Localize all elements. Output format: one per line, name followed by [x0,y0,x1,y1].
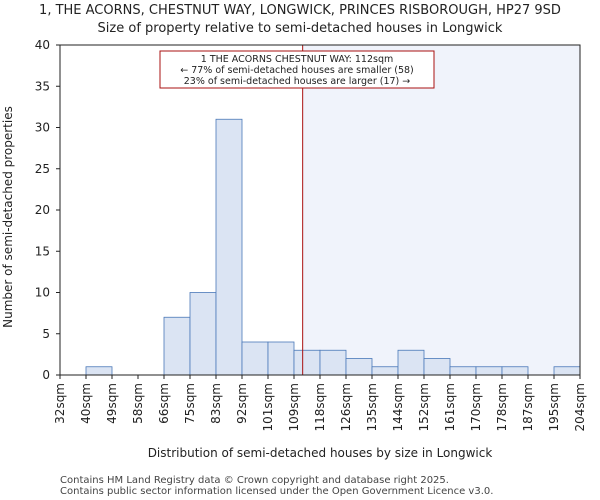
x-tick-label-109sqm: 109sqm [287,383,301,431]
x-tick-label-170sqm: 170sqm [469,383,483,431]
y-tick-label-30: 30 [35,121,50,135]
bar-66sqm [163,316,191,376]
bar-161sqm [449,366,477,376]
footer-line-2: Contains public sector information licen… [60,486,493,497]
bar-170sqm [475,366,503,376]
x-tick-label-178sqm: 178sqm [495,383,509,431]
annotation-line-2: ← 77% of semi-detached houses are smalle… [180,65,414,76]
x-tick-label-187sqm: 187sqm [521,383,535,431]
bar-101sqm [267,341,295,376]
x-tick-label-195sqm: 195sqm [547,383,561,431]
x-axis: 32sqm 40sqm 49sqm 58sqm 66sqm 75sqm 83sqm 92sqm… [53,375,587,431]
x-tick-label-118sqm: 118sqm [313,383,327,431]
annotation-line-3: 23% of semi-detached houses are larger (… [184,76,411,87]
x-tick-label-152sqm: 152sqm [417,383,431,431]
y-tick-label-40: 40 [35,38,50,52]
x-tick-label-144sqm: 144sqm [391,383,405,431]
y-axis: 0 5 10 15 20 25 30 35 40 [35,38,60,382]
x-tick-label-204sqm: 204sqm [573,383,587,431]
y-tick-label-5: 5 [42,327,50,341]
bar-144sqm [397,349,425,376]
x-tick-label-83sqm: 83sqm [209,383,223,424]
y-axis-label: Number of semi-detached properties [1,106,15,328]
bar-152sqm [423,358,451,376]
bar-109sqm [293,349,321,376]
y-tick-label-0: 0 [42,368,50,382]
bar-178sqm [501,366,529,376]
y-tick-label-35: 35 [35,79,50,93]
bar-135sqm [371,366,399,376]
x-tick-label-101sqm: 101sqm [261,383,275,431]
y-tick-label-10: 10 [35,286,50,300]
footer-line-1: Contains HM Land Registry data © Crown c… [60,475,449,486]
chart-title: 1, THE ACORNS, CHESTNUT WAY, LONGWICK, P… [39,3,561,18]
x-axis-label: Distribution of semi-detached houses by … [148,446,493,460]
annotation-box: 1 THE ACORNS CHESTNUT WAY: 112sqm ← 77% … [159,50,435,89]
x-tick-label-92sqm: 92sqm [235,383,249,424]
bar-40sqm [85,366,113,376]
y-tick-label-20: 20 [35,203,50,217]
x-tick-label-135sqm: 135sqm [365,383,379,431]
bar-118sqm [319,349,347,376]
bar-126sqm [345,358,373,376]
x-tick-label-49sqm: 49sqm [105,383,119,424]
bar-75sqm [189,292,217,376]
annotation-frame [159,50,435,89]
x-tick-label-75sqm: 75sqm [183,383,197,424]
y-tick-label-15: 15 [35,244,50,258]
larger-region-highlight [302,45,580,375]
bar-195sqm [553,366,581,376]
annotation-line-1: 1 THE ACORNS CHESTNUT WAY: 112sqm [201,54,394,65]
x-tick-label-40sqm: 40sqm [79,383,93,424]
bar-92sqm [241,341,269,376]
x-tick-label-32sqm: 32sqm [53,383,67,424]
bars-layer [85,118,581,376]
x-tick-label-161sqm: 161sqm [443,383,457,431]
bar-83sqm [215,118,243,376]
x-tick-label-66sqm: 66sqm [157,383,171,424]
x-tick-label-126sqm: 126sqm [339,383,353,431]
x-tick-label-58sqm: 58sqm [131,383,145,424]
chart-subtitle: Size of property relative to semi-detach… [98,21,503,36]
y-tick-label-25: 25 [35,162,50,176]
